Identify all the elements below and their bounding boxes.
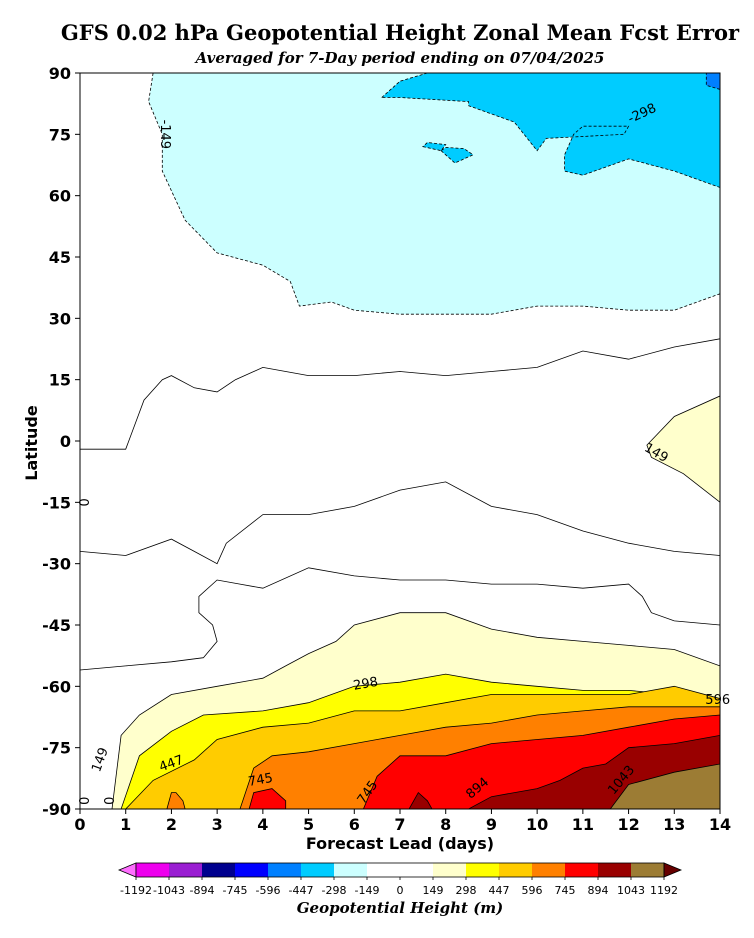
colorbar-tick-label-11: 447: [489, 884, 510, 897]
y-tick-label-8: -30: [42, 555, 71, 574]
x-axis-label: Forecast Lead (days): [306, 834, 494, 853]
x-tick-label-8: 8: [440, 815, 451, 834]
x-tick-label-6: 6: [349, 815, 360, 834]
contour-fill-2: [422, 142, 447, 152]
chart-title: GFS 0.02 hPa Geopotential Height Zonal M…: [60, 20, 740, 45]
zero-contour-line-0: [80, 338, 720, 450]
colorbar-tick-label-15: 1043: [617, 884, 645, 897]
contour-fill-3: [440, 146, 474, 164]
y-tick-label-12: -90: [42, 800, 71, 819]
contour-fill-12: [248, 788, 287, 809]
colorbar-tick-label-14: 894: [588, 884, 609, 897]
colorbar-tick-label-2: -894: [190, 884, 215, 897]
y-tick-label-11: -75: [42, 739, 71, 758]
contour-fill-14: [408, 791, 433, 809]
colorbar-over-arrow: [663, 862, 683, 878]
x-tick-label-4: 4: [257, 815, 268, 834]
contour-fill-1: [380, 73, 720, 188]
colorbar-bin-7: [367, 863, 400, 877]
contour-fill-15: [609, 763, 720, 809]
colorbar-under-arrow: [117, 862, 137, 878]
colorbar-bin-15: [631, 863, 664, 877]
colorbar-tick-label-4: -596: [256, 884, 281, 897]
colorbar-tick-label-1: -1043: [153, 884, 185, 897]
colorbar-bin-0: [136, 863, 169, 877]
colorbar-tick-label-9: 149: [423, 884, 444, 897]
colorbar-bin-4: [268, 863, 301, 877]
contour-label-9: 596: [705, 693, 730, 708]
colorbar-tick-label-3: -745: [223, 884, 248, 897]
y-tick-label-10: -60: [42, 677, 71, 696]
colorbar-bin-10: [466, 863, 499, 877]
contour-label-1: -149: [157, 120, 172, 150]
contour-label-2: 0: [75, 498, 90, 506]
colorbar-bin-11: [499, 863, 532, 877]
x-tick-label-14: 14: [709, 815, 731, 834]
colorbar-bin-12: [532, 863, 565, 877]
y-tick-label-3: 45: [49, 248, 71, 267]
contour-fill-4: [705, 73, 720, 90]
zero-contour-line-1: [80, 481, 720, 565]
colorbar-bin-3: [235, 863, 268, 877]
colorbar-bin-8: [400, 863, 433, 877]
x-tick-label-3: 3: [212, 815, 223, 834]
contour-label-4: 0: [100, 797, 115, 805]
colorbar-tick-label-0: -1192: [120, 884, 152, 897]
y-tick-label-2: 60: [49, 187, 71, 206]
colorbar-label: Geopotential Height (m): [297, 899, 504, 917]
colorbar-bin-9: [433, 863, 466, 877]
colorbar-tick-label-16: 1192: [650, 884, 678, 897]
y-axis-label: Latitude: [22, 405, 41, 481]
x-tick-label-2: 2: [166, 815, 177, 834]
colorbar-tick-label-13: 745: [555, 884, 576, 897]
colorbar-tick-label-5: -447: [289, 884, 314, 897]
x-tick-label-1: 1: [120, 815, 131, 834]
y-tick-label-5: 15: [49, 371, 71, 390]
contour-fill-10: [166, 792, 186, 809]
y-tick-label-9: -45: [42, 616, 71, 635]
x-tick-label-10: 10: [526, 815, 548, 834]
contour-label-10: 745: [247, 771, 274, 790]
x-tick-label-9: 9: [486, 815, 497, 834]
colorbar-bin-1: [169, 863, 202, 877]
y-tick-label-4: 30: [49, 309, 71, 328]
x-tick-label-7: 7: [394, 815, 405, 834]
y-tick-label-0: 90: [49, 64, 71, 83]
y-tick-label-7: -15: [42, 493, 71, 512]
x-tick-label-5: 5: [303, 815, 314, 834]
colorbar-bin-13: [565, 863, 598, 877]
contour-fill-5: [646, 395, 720, 503]
zero-contour-line-2: [80, 567, 720, 671]
x-tick-label-13: 13: [663, 815, 685, 834]
colorbar-tick-label-10: 298: [456, 884, 477, 897]
x-tick-label-0: 0: [74, 815, 85, 834]
colorbar-bin-6: [334, 863, 367, 877]
colorbar-bin-14: [598, 863, 631, 877]
colorbar-tick-label-8: 0: [397, 884, 404, 897]
contour-label-6: 149: [89, 746, 112, 774]
chart-subtitle: Averaged for 7-Day period ending on 07/0…: [195, 49, 605, 67]
colorbar-tick-label-7: -149: [355, 884, 380, 897]
x-tick-label-12: 12: [617, 815, 639, 834]
colorbar-bin-5: [301, 863, 334, 877]
y-tick-label-1: 75: [49, 125, 71, 144]
y-tick-label-6: 0: [60, 432, 71, 451]
colorbar-tick-label-6: -298: [322, 884, 347, 897]
colorbar-tick-label-12: 596: [522, 884, 543, 897]
colorbar-bin-2: [202, 863, 235, 877]
contour-label-7: 298: [352, 675, 379, 694]
x-tick-label-11: 11: [572, 815, 594, 834]
contour-label-3: 0: [75, 797, 90, 805]
